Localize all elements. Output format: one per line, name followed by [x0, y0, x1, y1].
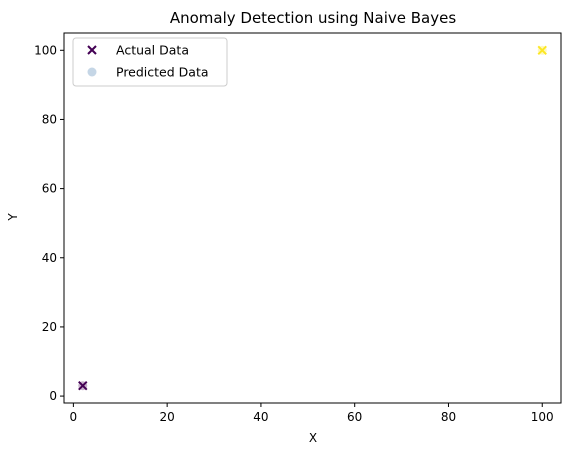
y-tick-label: 40 [42, 251, 57, 265]
predicted-data-point [537, 45, 547, 55]
x-marker-stroke [78, 381, 88, 391]
y-tick-label: 80 [42, 112, 57, 126]
x-marker-stroke [87, 45, 97, 55]
legend-label: Actual Data [116, 43, 189, 58]
x-tick-label: 60 [347, 410, 362, 424]
legend: Actual Data Predicted Data [72, 37, 228, 87]
x-marker-stroke [537, 45, 547, 55]
chart-title: Anomaly Detection using Naive Bayes [170, 9, 457, 27]
actual-data-point [78, 381, 88, 391]
y-tick-label: 100 [34, 43, 57, 57]
y-tick-label: 20 [42, 320, 57, 334]
legend-marker-predicted [87, 67, 97, 77]
legend-box [72, 37, 228, 87]
legend-label: Predicted Data [116, 65, 209, 80]
axes-frame [63, 32, 562, 404]
x-tick-label: 0 [70, 410, 78, 424]
plot-area [63, 32, 562, 404]
x-axis-label: X [309, 431, 317, 445]
x-tick-label: 20 [160, 410, 175, 424]
axis-ticks: 0 20 40 60 80 100 0 20 40 60 80 100 [34, 43, 554, 424]
x-tick-label: 40 [253, 410, 268, 424]
actual-data-point [537, 45, 547, 55]
x-tick-label: 100 [531, 410, 554, 424]
legend-marker-actual [87, 45, 97, 55]
predicted-data-point [78, 381, 88, 391]
y-tick-label: 60 [42, 182, 57, 196]
x-tick-label: 80 [441, 410, 456, 424]
y-axis-label: Y [6, 213, 20, 222]
y-tick-label: 0 [49, 389, 57, 403]
